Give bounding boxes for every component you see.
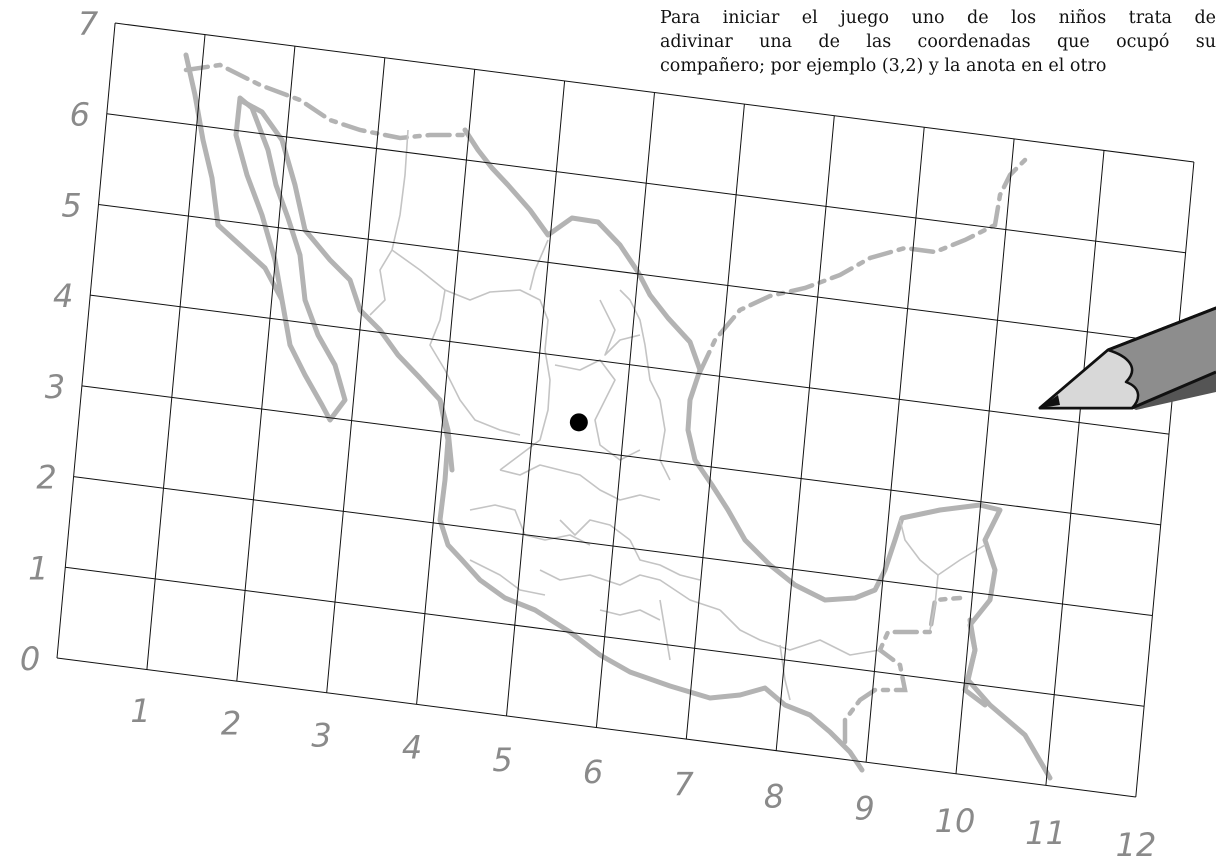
y-axis-label: 5 (61, 186, 81, 224)
grid-horizontal-line (106, 113, 1186, 254)
baja-gulf-side (237, 97, 455, 473)
x-axis-label: 12 (1116, 826, 1157, 864)
grid-horizontal-line (65, 566, 1145, 707)
northern-border (183, 62, 468, 141)
intro-line: adivinar una de las coordenadas que ocup… (660, 32, 1216, 52)
grid-horizontal-line (115, 22, 1194, 163)
y-axis-label: 0 (20, 640, 40, 678)
coordinate-grid (56, 22, 1195, 798)
x-axis-label: 2 (221, 704, 241, 742)
pacific-coast (437, 397, 865, 773)
grid-vertical-line (1135, 161, 1195, 798)
marked-point (569, 413, 588, 432)
y-axis-label: 7 (78, 5, 99, 43)
y-axis-label: 3 (45, 368, 65, 406)
y-axis-label: 1 (28, 549, 48, 587)
grid-vertical-line (236, 46, 296, 682)
map-of-mexico (183, 52, 1053, 781)
grid-vertical-line (865, 127, 925, 763)
intro-text: Para iniciar el juego uno de los niños t… (660, 6, 1216, 78)
gulf-coast (462, 127, 1053, 781)
y-axis-labels: 0 1 2 3 4 5 6 7 (20, 5, 99, 678)
baja-california-coast (183, 52, 348, 423)
y-axis-label: 2 (36, 459, 56, 497)
grid-vertical-line (146, 34, 206, 670)
grid-horizontal-line (81, 385, 1161, 526)
x-axis-label: 11 (1025, 814, 1066, 852)
grid-vertical-line (955, 138, 1015, 774)
grid-vertical-line (56, 22, 116, 659)
x-axis-label: 5 (492, 741, 512, 779)
grid-vertical-line (595, 92, 655, 728)
grid-vertical-line (685, 104, 745, 740)
x-axis-label: 3 (311, 717, 331, 755)
pencil-icon (1038, 306, 1216, 410)
grid-vertical-line (775, 115, 835, 751)
x-axis-label: 8 (764, 777, 784, 815)
texas-border (697, 157, 1028, 375)
grid-vertical-line (326, 57, 386, 693)
grid-vertical-line (506, 80, 566, 716)
grid-horizontal-line (90, 294, 1170, 435)
x-axis-label: 1 (130, 692, 150, 730)
central-america-edge (962, 617, 988, 708)
grid-vertical-line (416, 69, 476, 705)
grid-horizontal-line (56, 657, 1136, 798)
grid-vertical-line (1045, 150, 1105, 786)
grid-horizontal-line (98, 203, 1178, 344)
grid-horizontal-line (73, 476, 1153, 617)
y-axis-label: 6 (70, 96, 90, 134)
x-axis-label: 9 (854, 790, 874, 828)
x-axis-label: 6 (583, 753, 603, 791)
intro-line: Para iniciar el juego uno de los niños t… (660, 8, 1216, 28)
intro-line: compañero; por ejemplo (3,2) y la anota … (660, 56, 1107, 76)
x-axis-labels: 1 2 3 4 5 6 7 8 9 10 11 12 (130, 692, 1156, 864)
x-axis-label: 7 (673, 765, 694, 803)
x-axis-label: 4 (402, 729, 422, 767)
x-axis-label: 10 (935, 802, 976, 840)
state-borders (369, 129, 986, 701)
y-axis-label: 4 (53, 277, 73, 315)
